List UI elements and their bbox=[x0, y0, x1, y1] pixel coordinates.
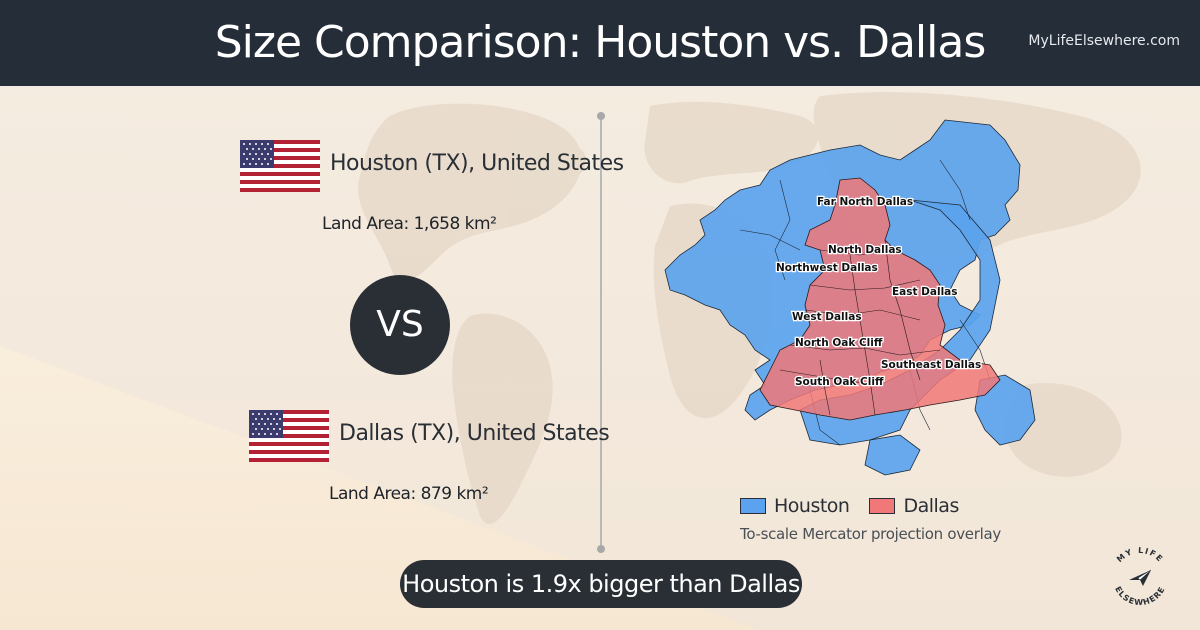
us-flag-icon bbox=[249, 410, 329, 462]
svg-text:ELSEWHERE: ELSEWHERE bbox=[1113, 585, 1167, 607]
summary-badge: Houston is 1.9x bigger than Dallas bbox=[400, 560, 802, 608]
header-bar: Size Comparison: Houston vs. Dallas MyLi… bbox=[0, 0, 1200, 86]
page-title: Size Comparison: Houston vs. Dallas bbox=[214, 17, 987, 68]
legend-label-dallas: Dallas bbox=[903, 495, 959, 517]
district-label: East Dallas bbox=[892, 286, 958, 298]
projection-note: To-scale Mercator projection overlay bbox=[740, 525, 1001, 543]
city-name-houston: Houston (TX), United States bbox=[330, 151, 624, 176]
divider-top-dot bbox=[597, 112, 605, 120]
paper-plane-icon bbox=[1129, 569, 1152, 586]
us-flag-icon bbox=[240, 140, 320, 192]
vs-badge: VS bbox=[350, 275, 450, 375]
svg-text:MY LIFE: MY LIFE bbox=[1115, 546, 1165, 564]
map-legend: Houston Dallas bbox=[740, 492, 979, 520]
divider-bottom-dot bbox=[597, 545, 605, 553]
center-divider bbox=[600, 116, 602, 550]
legend-swatch-dallas bbox=[869, 498, 896, 514]
legend-label-houston: Houston bbox=[774, 495, 850, 517]
district-label: West Dallas bbox=[792, 311, 862, 323]
legend-swatch-houston bbox=[740, 498, 766, 514]
site-link[interactable]: MyLifeElsewhere.com bbox=[1028, 33, 1180, 49]
city-overlay-map: Far North Dallas North Dallas Northwest … bbox=[664, 119, 1036, 476]
my-life-elsewhere-logo: MY LIFE ELSEWHERE bbox=[1113, 546, 1167, 607]
land-area-dallas: Land Area: 879 km² bbox=[329, 484, 489, 504]
land-area-houston: Land Area: 1,658 km² bbox=[322, 214, 497, 234]
district-label: South Oak Cliff bbox=[795, 376, 884, 388]
district-label: North Dallas bbox=[828, 244, 902, 256]
district-label: Southeast Dallas bbox=[881, 359, 981, 371]
district-label: Northwest Dallas bbox=[776, 262, 878, 274]
dallas-shape bbox=[759, 177, 1001, 421]
district-label: North Oak Cliff bbox=[795, 337, 883, 349]
city-name-dallas: Dallas (TX), United States bbox=[339, 421, 610, 446]
district-label: Far North Dallas bbox=[817, 196, 913, 208]
dallas-boundaries bbox=[779, 239, 941, 416]
